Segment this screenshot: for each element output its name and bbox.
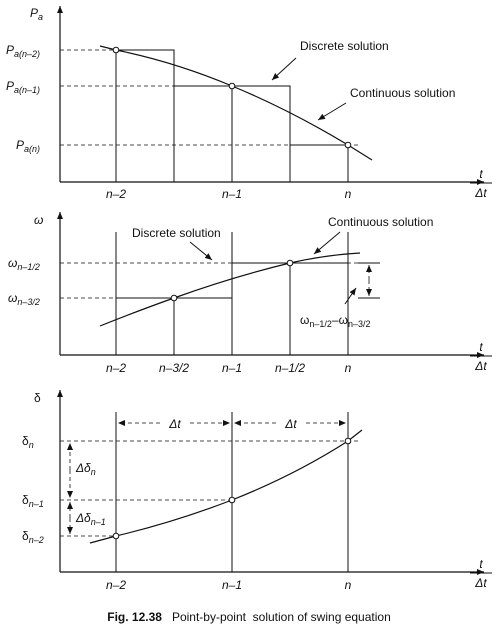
- text-part: ω: [8, 256, 17, 270]
- text-part: P: [6, 43, 14, 57]
- y-axis-label: Pa: [30, 6, 43, 22]
- line: [344, 287, 357, 305]
- line: [271, 57, 297, 81]
- text-part: n: [91, 467, 96, 477]
- text-part: a(n–2): [14, 49, 40, 59]
- x-axis-den: Δt: [474, 359, 487, 373]
- y-label: δn–2: [22, 529, 44, 545]
- difference-label: ωn–1/2–ωn–3/2: [300, 313, 370, 329]
- text-part: a(n–1): [14, 85, 40, 95]
- x-axis-num: t: [479, 557, 483, 571]
- x-label: n: [345, 578, 352, 592]
- panel-power: Pa Pa(n–2) Pa(n–1) Pa(n) n–2 n–1 n t Δt …: [6, 6, 492, 201]
- y-label: ωn–1/2: [8, 256, 40, 272]
- text-part: δ: [22, 493, 29, 507]
- text-part: δ: [22, 529, 29, 543]
- y-axis-label: δ: [34, 391, 41, 405]
- text-part: P: [6, 79, 14, 93]
- x-label: n–1: [222, 578, 242, 592]
- x-axis-num: t: [479, 167, 483, 181]
- point-marker: [170, 294, 178, 302]
- annotation: Discrete solution: [132, 226, 221, 240]
- x-label: n–1: [222, 187, 242, 201]
- x-label: n: [345, 361, 352, 375]
- x-axis-den: Δt: [474, 186, 487, 200]
- y-label: ωn–3/2: [8, 291, 40, 307]
- annotation: Continuous solution: [350, 86, 455, 100]
- panel-angle: δ Δt Δt Δδn Δδn–1 δn δn–1 δn–2 n–2 n–1 n…: [22, 390, 492, 592]
- text-part: n–1: [29, 499, 44, 509]
- text-part: ω: [300, 313, 309, 327]
- continuous-curve: [89, 429, 363, 544]
- point-marker: [112, 46, 120, 54]
- x-label: n–2: [106, 578, 126, 592]
- point-marker: [228, 82, 236, 90]
- text-part: a: [38, 12, 43, 22]
- y-label: δn: [22, 434, 34, 450]
- increment-label: Δδn–1: [75, 511, 106, 527]
- x-label: n: [345, 187, 352, 201]
- text-part: n–2: [29, 535, 44, 545]
- x-axis-den: Δt: [474, 576, 487, 590]
- text-part: Δδ: [75, 511, 91, 525]
- increment-label: Δδn: [75, 461, 96, 477]
- x-label: n–1: [222, 361, 242, 375]
- text-part: n–1/2: [309, 319, 332, 329]
- text-part: ω: [8, 291, 17, 305]
- x-label: n–3/2: [159, 361, 189, 375]
- annotation: Continuous solution: [328, 215, 433, 229]
- interval-label: Δt: [284, 417, 297, 431]
- y-axis-label: ω: [34, 213, 43, 227]
- text-part: a(n): [24, 144, 40, 154]
- x-label: n–1/2: [275, 361, 305, 375]
- y-label: Pa(n): [16, 138, 40, 154]
- text-part: P: [16, 138, 24, 152]
- y-label: Pa(n–2): [6, 43, 40, 59]
- continuous-curve: [99, 252, 361, 327]
- panel-speed: ω ωn–1/2 ωn–3/2 n–2 n–3/2 n–1 n–1/2 n t …: [8, 212, 492, 375]
- y-label: Pa(n–1): [6, 79, 40, 95]
- y-label: δn–1: [22, 493, 44, 509]
- text-part: δ: [22, 434, 29, 448]
- line: [189, 241, 213, 261]
- point-marker: [112, 532, 120, 540]
- point-marker: [228, 496, 236, 504]
- x-label: n–2: [106, 187, 126, 201]
- discrete-steps: [116, 49, 348, 182]
- text-part: n–1/2: [17, 262, 40, 272]
- x-axis-num: t: [479, 340, 483, 354]
- caption: Fig. 12.38 Point-by-point solution of swi…: [107, 610, 391, 624]
- annotation: Discrete solution: [300, 39, 389, 53]
- continuous-curve: [99, 45, 373, 161]
- text-part: –ω: [332, 313, 348, 327]
- text-part: n–1: [91, 517, 106, 527]
- text-part: Δδ: [75, 461, 91, 475]
- point-marker: [344, 141, 352, 149]
- text-part: n–3/2: [348, 319, 371, 329]
- point-marker: [286, 259, 294, 267]
- text-part: Fig. 12.38: [107, 610, 162, 624]
- discrete-steps: [116, 262, 348, 299]
- point-marker: [344, 437, 352, 445]
- line: [317, 102, 347, 121]
- text-part: P: [30, 6, 38, 20]
- text-part: Point-by-point solution of swing equatio…: [172, 610, 391, 624]
- text-part: n–3/2: [17, 297, 40, 307]
- x-label: n–2: [106, 361, 126, 375]
- text-part: n: [29, 440, 34, 450]
- interval-label: Δt: [168, 417, 181, 431]
- line: [313, 231, 341, 255]
